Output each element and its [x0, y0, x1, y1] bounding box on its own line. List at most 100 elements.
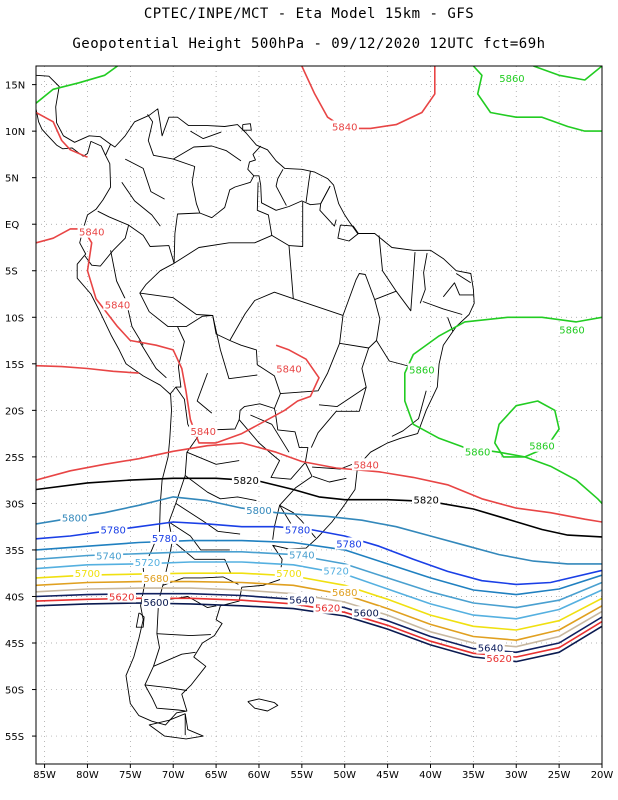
contour-label-5860: 5860 [559, 325, 584, 336]
coastline-or-border [374, 252, 416, 312]
contour-label-5840: 5840 [79, 228, 104, 239]
coastline-or-border [147, 114, 201, 264]
contour-label-5860: 5860 [409, 365, 434, 376]
lat-tick-label: 5N [5, 174, 19, 185]
coastline-or-border [247, 145, 262, 177]
coastlines-and-borders [36, 74, 475, 740]
contour-line-5860 [36, 66, 118, 104]
coastline-or-border [84, 210, 130, 267]
coastline-or-border [455, 273, 472, 284]
contour-label-bg [150, 531, 179, 544]
coastline-or-border [378, 235, 397, 292]
coastline-or-border [256, 182, 273, 236]
contour-label-bg [274, 567, 304, 580]
coastline-or-border [212, 315, 258, 380]
contour-line-5860 [524, 456, 602, 504]
contour-label-5840: 5840 [353, 460, 378, 471]
lon-tick-label: 25W [548, 770, 571, 781]
contour-line-5860 [472, 66, 602, 132]
contour-line-5760 [36, 539, 602, 596]
contour-label-5680: 5680 [143, 574, 168, 585]
coastline-or-border [238, 419, 306, 480]
contour-label-5620: 5620 [109, 592, 134, 603]
contour-label-5840: 5840 [332, 122, 357, 133]
contour-line-5640 [36, 592, 602, 654]
coastline-or-border [36, 74, 111, 145]
contour-label-bg [330, 585, 359, 598]
contour-label-5620: 5620 [315, 604, 340, 615]
contour-line-5820 [36, 477, 602, 538]
contour-line-5700 [36, 572, 602, 631]
contour-label-bg [73, 567, 102, 580]
contour-label-bg [484, 651, 514, 664]
coastline-or-border [442, 282, 474, 298]
coastline-or-border [319, 185, 337, 227]
lon-tick-label: 75W [119, 770, 142, 781]
coastline-or-border [144, 684, 187, 691]
lat-tick-label: 35S [5, 546, 24, 557]
lat-tick-label: 10S [5, 313, 24, 324]
map-title-line-1: CPTEC/INPE/MCT - Eta Model 15km - GFS [143, 6, 475, 22]
contour-label-bg [313, 601, 342, 614]
contour-label-5780: 5780 [336, 539, 361, 550]
contour-label-5840: 5840 [276, 364, 301, 375]
coastline-or-border [177, 314, 281, 409]
contour-label-bg [283, 523, 312, 536]
lat-tick-label: EQ [5, 220, 19, 231]
coastline-or-border [156, 633, 211, 637]
lat-tick-label: 40S [5, 592, 24, 603]
contour-label-bg [351, 458, 381, 471]
coastline-or-border [172, 145, 242, 162]
contour-label-5820: 5820 [413, 496, 438, 507]
contour-label-bg [141, 571, 171, 584]
contour-label-bg [334, 537, 364, 550]
contour-label-bg [351, 606, 381, 619]
lat-tick-label: 25S [5, 453, 24, 464]
lon-tick-label: 60W [248, 770, 271, 781]
coastline-or-border [305, 171, 311, 202]
geopotential-contours [36, 66, 602, 663]
contour-label-5740: 5740 [96, 552, 121, 563]
lat-tick-label: 30S [5, 499, 24, 510]
contour-label-bg [407, 363, 437, 376]
contour-label-5820: 5820 [233, 476, 258, 487]
coastline-or-border [175, 503, 241, 535]
contour-label-5700: 5700 [276, 569, 301, 580]
lat-tick-label: 50S [5, 686, 24, 697]
contour-label-bg [287, 593, 317, 606]
lon-tick-label: 35W [462, 770, 485, 781]
lat-tick-label: 45S [5, 639, 24, 650]
coastline-or-border [139, 292, 213, 316]
contour-label-bg [98, 523, 128, 536]
contour-label-bg [321, 564, 351, 577]
coastline-or-border [419, 253, 428, 304]
lat-tick-label: 5S [5, 267, 18, 278]
coastline-or-border [148, 713, 204, 740]
contour-label-5740: 5740 [289, 551, 314, 562]
contour-label-5800: 5800 [62, 513, 87, 524]
lon-tick-label: 40W [419, 770, 442, 781]
coastline-or-border [172, 540, 232, 574]
coastline-or-border [196, 372, 213, 414]
lon-tick-label: 20W [591, 770, 614, 781]
lon-tick-label: 65W [205, 770, 228, 781]
contour-line-5860 [493, 400, 560, 458]
contour-label-bg [527, 439, 557, 452]
lat-tick-label: 15N [5, 81, 25, 92]
contour-label-bg [330, 120, 359, 133]
contour-label-5640: 5640 [478, 644, 503, 655]
contour-label-5860: 5860 [529, 442, 554, 453]
coastline-or-border [121, 182, 161, 227]
lat-tick-label: 15S [5, 360, 24, 371]
contour-label-5640: 5640 [289, 595, 314, 606]
coastline-or-border [76, 108, 475, 726]
contour-label-5780: 5780 [100, 525, 125, 536]
lon-tick-label: 30W [505, 770, 528, 781]
contour-line-5840 [301, 66, 436, 130]
coastline-or-border [186, 451, 240, 465]
contour-label-5600: 5600 [353, 608, 378, 619]
contour-line-5800 [36, 496, 602, 565]
coastline-or-border [139, 262, 185, 395]
contour-label-bg [103, 298, 132, 311]
